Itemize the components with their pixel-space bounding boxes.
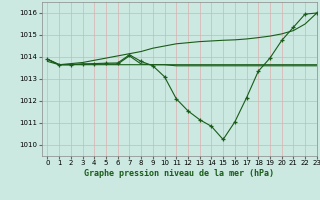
X-axis label: Graphe pression niveau de la mer (hPa): Graphe pression niveau de la mer (hPa) — [84, 169, 274, 178]
